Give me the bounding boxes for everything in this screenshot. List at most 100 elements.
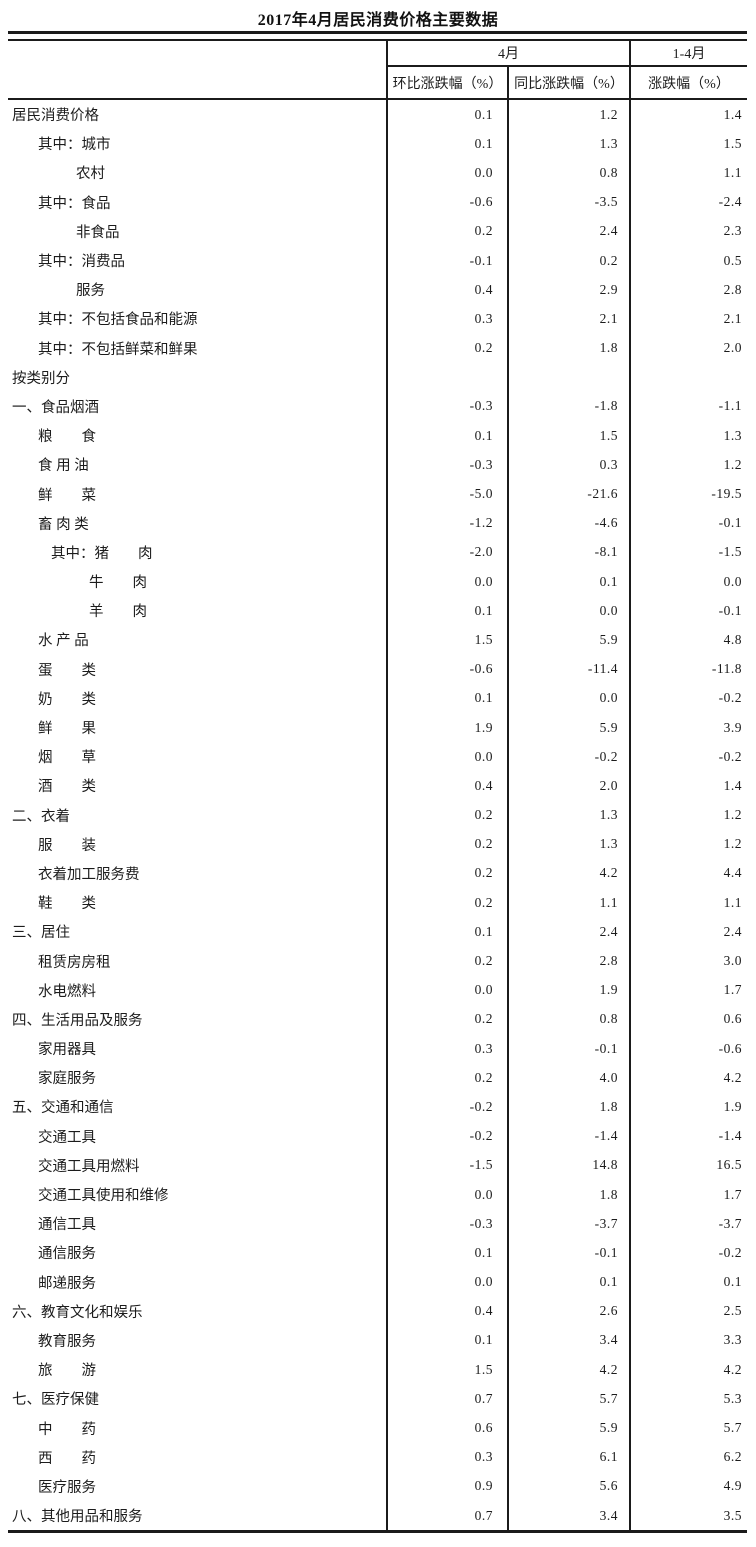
table-row: 鞋 类 0.2 1.1 1.1 (8, 888, 747, 918)
row-label: 水电燃料 (38, 983, 96, 1000)
value-yoy: -0.1 (507, 1238, 629, 1268)
value-mom: 0.0 (386, 975, 507, 1005)
value-cum: -0.2 (629, 1238, 747, 1268)
value-cum: 4.2 (629, 1063, 747, 1093)
row-label: 酒 类 (38, 779, 96, 796)
table-row: 六、教育文化和娱乐 0.4 2.6 2.5 (8, 1296, 747, 1326)
value-yoy: 6.1 (507, 1442, 629, 1472)
table-row: 家用器具 0.3 -0.1 -0.6 (8, 1034, 747, 1064)
header-col-cum: 涨跌幅（%） (629, 67, 747, 98)
value-cum: 1.7 (629, 975, 747, 1005)
row-label: 其中：城市 (38, 137, 111, 154)
value-cum: 4.4 (629, 858, 747, 889)
row-label: 交通工具用燃料 (38, 1158, 140, 1175)
value-cum: 6.2 (629, 1442, 747, 1472)
value-mom: 0.2 (386, 946, 507, 976)
header-label-spacer (8, 41, 386, 98)
table-row: 通信工具 -0.3 -3.7 -3.7 (8, 1209, 747, 1239)
value-yoy: 2.4 (507, 917, 629, 947)
value-mom: -0.6 (386, 187, 507, 217)
table-row: 二、衣着 0.2 1.3 1.2 (8, 800, 747, 830)
table-row: 鲜 菜 -5.0 -21.6 -19.5 (8, 479, 747, 509)
value-yoy: 5.9 (507, 1413, 629, 1443)
value-cum: -3.7 (629, 1209, 747, 1239)
table-row: 奶 类 0.1 0.0 -0.2 (8, 683, 747, 713)
table-row: 邮递服务 0.0 0.1 0.1 (8, 1267, 747, 1297)
value-yoy: 1.8 (507, 1179, 629, 1210)
value-yoy: 2.0 (507, 771, 629, 801)
value-cum: 1.7 (629, 1179, 747, 1210)
row-label: 烟 草 (38, 750, 96, 767)
table-row: 水 产 品 1.5 5.9 4.8 (8, 625, 747, 655)
table-body: 居民消费价格 0.1 1.2 1.4 其中：城市 0.1 1.3 1.5 农村 … (8, 98, 747, 1531)
table-row: 鲜 果 1.9 5.9 3.9 (8, 712, 747, 743)
row-label: 通信服务 (38, 1246, 96, 1263)
value-yoy: 0.0 (507, 683, 629, 713)
value-cum: -0.2 (629, 742, 747, 772)
table-row: 医疗服务 0.9 5.6 4.9 (8, 1471, 747, 1501)
row-label: 四、生活用品及服务 (12, 1012, 143, 1029)
value-mom: 0.0 (386, 1267, 507, 1297)
row-label: 五、交通和通信 (12, 1100, 114, 1117)
row-label: 二、衣着 (12, 808, 70, 825)
row-label: 六、教育文化和娱乐 (12, 1304, 143, 1321)
value-cum: -0.1 (629, 596, 747, 626)
page-title: 2017年4月居民消费价格主要数据 (257, 12, 499, 29)
value-yoy: 5.9 (507, 625, 629, 655)
value-yoy: 0.2 (507, 245, 629, 276)
table-row: 其中：不包括鲜菜和鲜果 0.2 1.8 2.0 (8, 333, 747, 363)
value-mom: 0.0 (386, 1179, 507, 1210)
value-yoy: 0.1 (507, 567, 629, 597)
row-label: 鲜 果 (38, 721, 96, 738)
table-row: 服 装 0.2 1.3 1.2 (8, 829, 747, 859)
value-yoy: 1.9 (507, 975, 629, 1005)
row-label: 家用器具 (38, 1042, 96, 1059)
table-row: 三、居住 0.1 2.4 2.4 (8, 917, 747, 947)
row-label: 医疗服务 (38, 1479, 96, 1496)
row-label: 鞋 类 (38, 896, 96, 913)
value-yoy (507, 362, 629, 392)
table-row: 酒 类 0.4 2.0 1.4 (8, 771, 747, 801)
value-yoy: 1.3 (507, 800, 629, 830)
value-yoy: 0.3 (507, 450, 629, 480)
header-col-mom: 环比涨跌幅（%） (386, 67, 507, 98)
value-mom: 0.4 (386, 771, 507, 801)
table-row: 一、食品烟酒 -0.3 -1.8 -1.1 (8, 391, 747, 422)
table-row: 水电燃料 0.0 1.9 1.7 (8, 975, 747, 1005)
value-mom: 0.1 (386, 683, 507, 713)
value-cum: -2.4 (629, 187, 747, 217)
value-cum: 0.5 (629, 245, 747, 276)
row-label: 其中：猪 肉 (51, 545, 153, 562)
header-group-april: 4月 (386, 41, 629, 67)
value-cum: 16.5 (629, 1150, 747, 1180)
table-row: 西 药 0.3 6.1 6.2 (8, 1442, 747, 1472)
row-label: 交通工具使用和维修 (38, 1188, 169, 1205)
row-label: 其中：食品 (38, 195, 111, 212)
value-mom: 0.1 (386, 129, 507, 159)
value-cum: 1.4 (629, 771, 747, 801)
table-top-rule (8, 31, 747, 34)
row-label: 旅 游 (38, 1363, 96, 1380)
row-label: 奶 类 (38, 691, 96, 708)
value-mom: 0.0 (386, 742, 507, 772)
value-yoy: 3.4 (507, 1501, 629, 1531)
value-mom: -0.3 (386, 450, 507, 480)
row-label: 畜 肉 类 (38, 516, 89, 533)
value-cum: 1.5 (629, 129, 747, 159)
table-row: 居民消费价格 0.1 1.2 1.4 (8, 100, 747, 130)
value-yoy: -1.4 (507, 1121, 629, 1151)
row-label: 食 用 油 (38, 458, 89, 475)
value-cum: 1.2 (629, 450, 747, 480)
row-label: 农村 (76, 166, 105, 183)
value-yoy: 1.3 (507, 829, 629, 859)
value-mom: -2.0 (386, 537, 507, 567)
table-row: 八、其他用品和服务 0.7 3.4 3.5 (8, 1501, 747, 1531)
value-cum: 3.5 (629, 1501, 747, 1531)
table-row: 其中：猪 肉 -2.0 -8.1 -1.5 (8, 537, 747, 567)
value-mom: 0.7 (386, 1384, 507, 1414)
value-yoy: 1.5 (507, 421, 629, 451)
value-yoy: -3.7 (507, 1209, 629, 1239)
value-yoy: -8.1 (507, 537, 629, 567)
value-mom: 0.3 (386, 1442, 507, 1472)
row-label: 水 产 品 (38, 633, 89, 650)
